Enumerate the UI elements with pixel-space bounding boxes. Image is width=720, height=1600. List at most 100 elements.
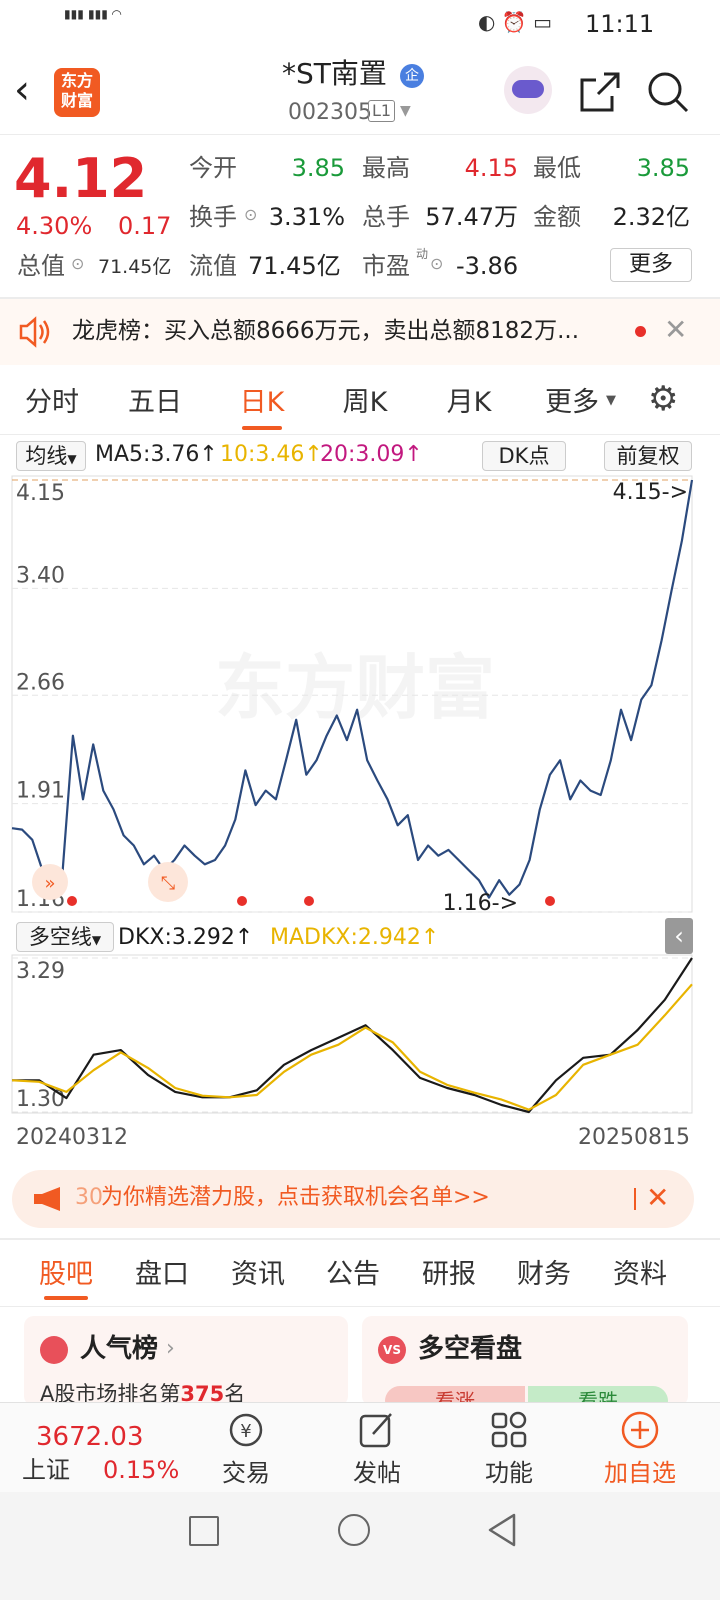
active-underline [44,1296,88,1300]
field-label: 金额 [533,203,581,231]
level-tag[interactable]: L1 [368,100,396,122]
divider [0,1306,720,1307]
settings-icon[interactable]: ⚙ [648,379,679,419]
popularity-card[interactable] [24,1316,348,1406]
trade-icon: ¥ [229,1413,263,1447]
rank-suffix: 名 [224,1382,246,1406]
field-value: 3.85 [636,154,690,182]
field-label: 流值 [189,252,237,280]
promo-close[interactable]: ✕ [646,1181,670,1214]
megaphone-icon [34,1187,60,1211]
period-tab[interactable]: 更多 [545,387,599,418]
stock-code: 002305 [288,100,372,125]
promo-banner[interactable] [12,1170,694,1228]
field-value: 4.15 [464,154,518,182]
content-tab[interactable]: 公告 [326,1259,380,1290]
search-icon[interactable] [646,70,690,114]
nav-recent[interactable] [189,1516,219,1546]
collapse-button[interactable]: ‹ [665,918,693,954]
bottom-item-add[interactable]: 加自选 [604,1459,676,1487]
unread-dot [635,326,646,337]
divider [0,1238,720,1240]
promo-text[interactable]: 为你精选潜力股，点击获取机会名单>> [101,1185,490,1210]
content-tab[interactable]: 资讯 [231,1259,285,1290]
field-label: 总值 [17,252,65,280]
info-icon[interactable]: ⊙ [244,205,258,224]
index-change[interactable]: 0.15% [103,1456,180,1484]
x-tick-label: 20240312 [16,1125,128,1150]
notice-text[interactable]: 龙虎榜：买入总额8666万元，卖出总额8182万... [72,318,579,344]
y-tick-label: 1.91 [16,779,65,804]
nav-home[interactable] [338,1514,370,1546]
dropdown-arrow[interactable]: ▼ [400,103,411,119]
bottom-item[interactable]: 功能 [485,1459,533,1487]
period-tab[interactable]: 周K [342,387,388,418]
event-icon[interactable] [32,864,68,900]
index-name[interactable]: 上证 [22,1456,70,1484]
content-tab[interactable]: 盘口 [135,1259,189,1290]
rank-text: A股市场排名第375名 [40,1384,245,1405]
dk-point[interactable] [237,896,247,906]
field-value: 71.45亿 [248,252,341,280]
change: 0.17 [118,212,172,240]
x-tick-label: 20250815 [578,1125,690,1150]
logo-text: 东方 [60,71,93,90]
bottom-item[interactable]: 发帖 [353,1459,401,1487]
index-value[interactable]: 3672.03 [36,1422,144,1452]
info-icon[interactable]: ⊙ [430,254,444,273]
dk-point[interactable] [304,896,314,906]
dk-button[interactable]: DK点 [482,441,566,471]
ma5-label: MA5:3.76↑ [95,442,218,467]
field-value: 3.31% [268,203,345,231]
ma20-label: 20:3.09↑ [320,442,423,467]
content-tab[interactable]: 财务 [517,1259,571,1290]
back-button[interactable]: ‹ [14,67,30,113]
app-logo[interactable]: 东方 财富 [54,68,100,117]
indicator-selector[interactable]: 多空线▼ [16,922,114,952]
field-value: 71.45亿 [98,256,172,278]
field-label: 今开 [189,154,237,182]
event-icon-glyph: ⤡ [161,873,175,894]
notice-bar[interactable] [0,299,720,365]
event-icon[interactable] [148,862,188,902]
adjust-button[interactable]: 前复权 [604,441,692,471]
last-price: 4.12 [14,147,148,210]
max-annotation: 4.15-> [613,480,688,505]
bottom-item[interactable]: 交易 [222,1459,270,1487]
dk-point[interactable] [67,896,77,906]
indicator-selector-text: 多空线 [28,925,92,949]
rank-value: 375 [180,1382,225,1406]
speaker-icon [19,316,50,348]
card-arrow: › [166,1336,175,1361]
field-value: -3.86 [456,252,519,280]
period-tab-active[interactable]: 日K [239,387,285,418]
promo-count: 30 [75,1185,103,1210]
content-tab[interactable]: 资料 [613,1259,667,1290]
period-tab[interactable]: 月K [446,387,492,418]
promo-sep [634,1188,636,1210]
bottom-bar [0,1402,720,1493]
card-title: 人气榜 [80,1334,159,1364]
nav-back[interactable] [486,1512,518,1548]
stock-title: *ST南置 [282,57,387,90]
system-nav [0,1492,720,1600]
period-tab[interactable]: 分时 [25,387,79,418]
add-icon [621,1411,659,1449]
divider [0,434,720,435]
function-icon [491,1411,527,1448]
content-tab[interactable]: 研报 [422,1259,476,1290]
share-icon[interactable] [578,70,622,114]
ma-selector[interactable]: 均线▼ [16,441,86,471]
content-tab-active[interactable]: 股吧 [39,1259,93,1290]
dk-point[interactable] [545,896,555,906]
info-icon[interactable]: ⊙ [71,254,85,273]
close-notice[interactable]: ✕ [664,313,688,346]
period-tab[interactable]: 五日 [128,387,182,418]
assistant-avatar[interactable] [504,66,552,114]
active-underline [242,426,282,430]
post-icon [359,1413,392,1448]
series-line [11,983,693,1111]
field-label: 最低 [533,154,581,182]
more-button[interactable]: 更多 [610,248,692,282]
